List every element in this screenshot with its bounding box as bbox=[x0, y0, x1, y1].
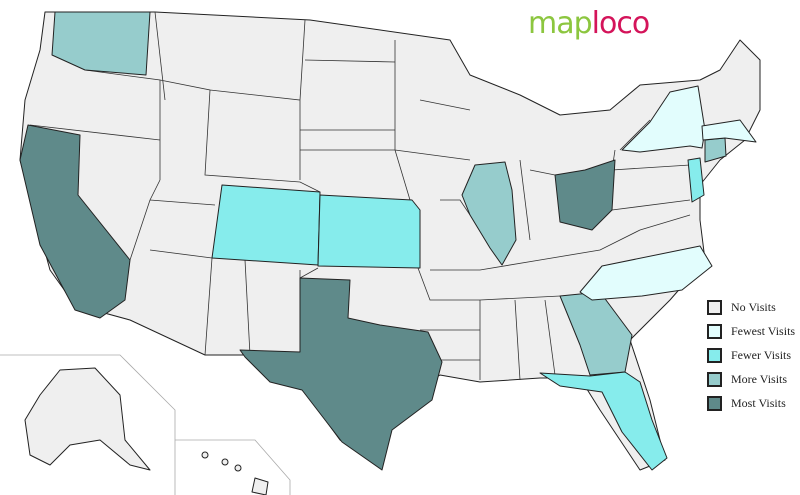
state-massachusetts[interactable] bbox=[701, 119, 757, 143]
legend-swatch bbox=[707, 323, 722, 339]
legend-swatch bbox=[707, 371, 722, 387]
legend-item-more-visits: More Visits bbox=[707, 367, 795, 391]
state-north-carolina[interactable] bbox=[579, 245, 713, 301]
maploco-logo: maploco bbox=[528, 6, 650, 41]
legend-item-fewer-visits: Fewer Visits bbox=[707, 343, 795, 367]
legend-item-no-visits: No Visits bbox=[707, 295, 795, 319]
map-legend: No Visits Fewest Visits Fewer Visits Mor… bbox=[707, 295, 795, 415]
state-washington[interactable] bbox=[51, 11, 151, 76]
legend-item-fewest-visits: Fewest Visits bbox=[707, 319, 795, 343]
state-california[interactable] bbox=[19, 124, 131, 319]
legend-item-most-visits: Most Visits bbox=[707, 391, 795, 415]
legend-swatch bbox=[707, 299, 722, 315]
state-florida[interactable] bbox=[539, 371, 668, 471]
legend-swatch bbox=[707, 395, 722, 411]
state-texas[interactable] bbox=[239, 277, 443, 471]
state-illinois[interactable] bbox=[461, 161, 517, 266]
state-kansas[interactable] bbox=[317, 194, 421, 269]
state-hawaii[interactable] bbox=[201, 451, 269, 495]
state-colorado[interactable] bbox=[211, 184, 321, 266]
legend-swatch bbox=[707, 347, 722, 363]
state-new-jersey[interactable] bbox=[687, 157, 705, 203]
states bbox=[19, 11, 757, 471]
state-ohio[interactable] bbox=[554, 159, 616, 231]
state-alaska[interactable] bbox=[24, 367, 151, 471]
state-connecticut[interactable] bbox=[704, 137, 727, 163]
alaska-hawaii-inset bbox=[0, 354, 291, 495]
